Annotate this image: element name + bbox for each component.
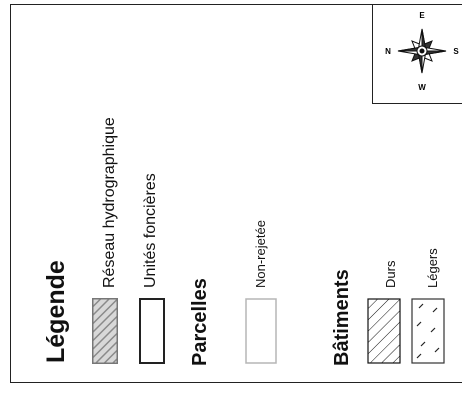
batiments-item-label-durs: Durs: [383, 260, 398, 288]
legend-item-label-hydro: Réseau hydrographique: [101, 117, 118, 288]
nonrejetee-outline-swatch: [245, 298, 277, 364]
compass-label-w: W: [418, 83, 426, 92]
compass-box: E N S W: [372, 4, 462, 104]
parcelles-title: Parcelles: [189, 278, 211, 366]
compass-label-n: N: [385, 47, 391, 56]
compass-label-s: S: [453, 47, 459, 56]
parcelles-item-label-nonrejetee: Non-rejetée: [253, 220, 268, 288]
hydro-hatch-swatch: [92, 298, 118, 364]
map-legend-frame: [10, 4, 462, 383]
legend-title: Légende: [42, 260, 70, 363]
compass-rose-icon: E N S W: [385, 11, 459, 92]
unites-outline-swatch: [139, 298, 165, 364]
durs-hatch-swatch: [367, 298, 401, 364]
batiments-item-label-legers: Légers: [425, 248, 440, 288]
batiments-title: Bâtiments: [331, 269, 353, 366]
compass-label-e: E: [419, 11, 425, 20]
legers-dash-swatch: [411, 298, 445, 364]
legend-item-label-unites: Unités foncières: [142, 173, 159, 288]
